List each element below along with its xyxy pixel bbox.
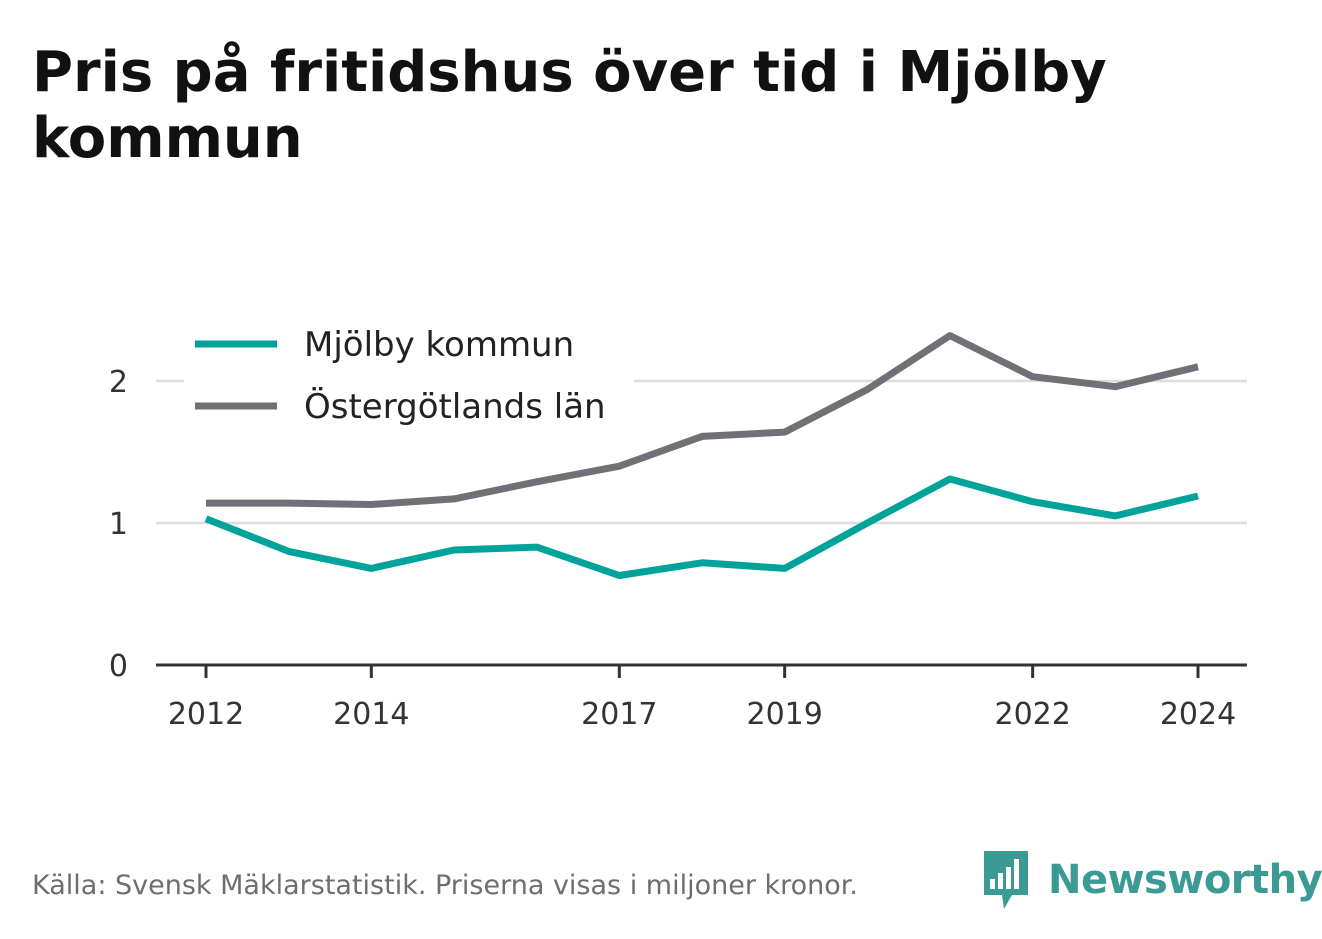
legend-label: Östergötlands län: [304, 386, 606, 427]
x-tick-label: 2017: [581, 697, 657, 732]
x-tick-label: 2014: [333, 697, 409, 732]
x-tick-label: 2019: [746, 697, 822, 732]
series-line-mjolby-kommun: [204, 475, 1199, 579]
y-tick-label: 0: [109, 649, 128, 684]
y-tick-label: 2: [109, 365, 128, 400]
series-line-ostergotlands-lan: [206, 332, 1199, 508]
x-axis: [156, 663, 1247, 678]
x-tick-label: 2012: [168, 697, 244, 732]
series-lines: [204, 332, 1199, 579]
legend: Mjölby kommun Östergötlands län: [184, 312, 634, 440]
line-chart: 0 1 2 2012 2014 2017 2019 2022 2024 Mjölby komm…: [108, 312, 1247, 732]
x-tick-labels: 2012 2014 2017 2019 2022 2024: [168, 697, 1236, 732]
bar-chart-speech-bubble-icon: [984, 851, 1028, 909]
y-tick-label: 1: [109, 507, 128, 542]
legend-background: [184, 312, 634, 440]
brand-logo[interactable]: Newsworthy: [982, 848, 1322, 912]
y-tick-labels: 0 1 2: [109, 365, 128, 684]
x-tick-label: 2022: [994, 697, 1070, 732]
source-note: Källa: Svensk Mäklarstatistik. Priserna …: [32, 870, 859, 901]
x-tick-label: 2024: [1160, 697, 1236, 732]
legend-label: Mjölby kommun: [304, 325, 574, 365]
chart-title: Pris på fritidshus över tid i Mjölby kom…: [32, 40, 1107, 171]
brand-name: Newsworthy: [1048, 857, 1322, 903]
